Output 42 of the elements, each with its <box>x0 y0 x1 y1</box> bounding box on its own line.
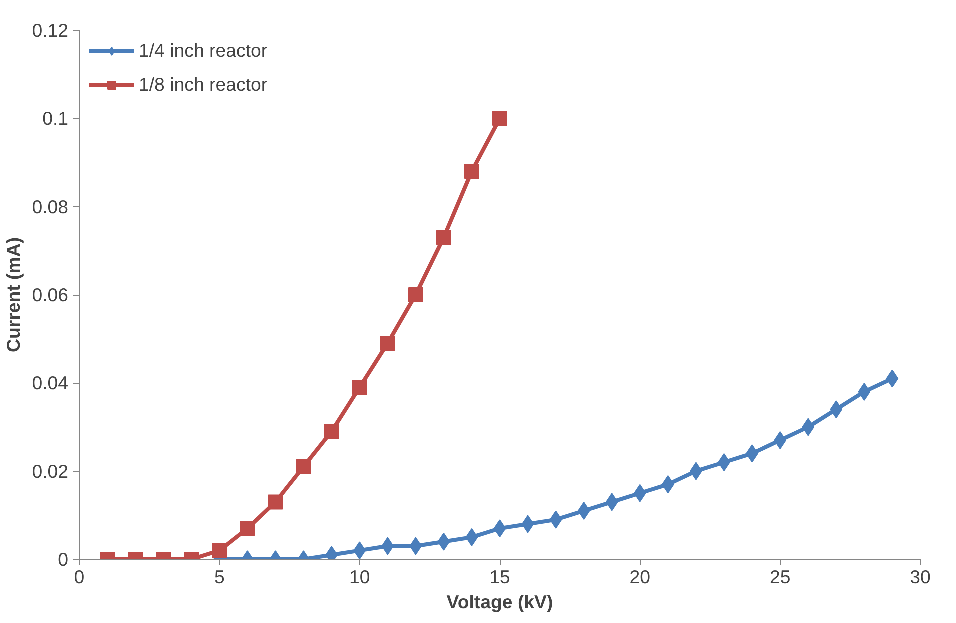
point <box>522 515 534 534</box>
point <box>212 543 228 558</box>
point <box>438 532 450 551</box>
point <box>858 382 871 401</box>
legend-label: 1/8 inch reactor <box>139 74 268 96</box>
x-tick-label: 0 <box>74 566 85 588</box>
point <box>436 230 452 246</box>
point <box>268 494 284 510</box>
y-tick-label: 0.1 <box>42 108 69 130</box>
x-tick-label: 20 <box>630 566 651 588</box>
legend-label: 1/4 inch reactor <box>139 40 268 62</box>
y-tick-label: 0.06 <box>32 284 68 306</box>
y-tick-label: 0.12 <box>32 20 68 41</box>
y-tick-label: 0.08 <box>32 196 68 218</box>
point <box>550 510 562 529</box>
point <box>382 537 394 556</box>
point <box>410 537 422 556</box>
point <box>492 111 508 126</box>
point <box>466 528 478 546</box>
point <box>830 400 843 419</box>
x-axis-title: Voltage (kV) <box>446 592 554 612</box>
point <box>352 380 368 396</box>
point <box>324 424 340 440</box>
point <box>802 418 815 436</box>
x-tick-label: 5 <box>214 566 225 588</box>
point <box>578 502 590 520</box>
point <box>240 521 256 536</box>
point <box>494 520 506 538</box>
point <box>886 370 899 388</box>
y-axis-title: Current (mA) <box>3 237 24 353</box>
point <box>296 459 312 474</box>
point <box>464 164 480 180</box>
x-tick-label: 10 <box>349 566 370 588</box>
x-tick-label: 15 <box>490 566 510 588</box>
y-tick-label: 0.02 <box>32 460 68 482</box>
point <box>380 336 396 351</box>
y-tick-label: 0 <box>58 549 69 570</box>
point <box>408 288 424 302</box>
y-tick-label: 0.04 <box>32 372 68 394</box>
point <box>606 493 618 512</box>
x-tick-label: 30 <box>910 566 931 588</box>
x-tick-label: 25 <box>770 566 791 588</box>
